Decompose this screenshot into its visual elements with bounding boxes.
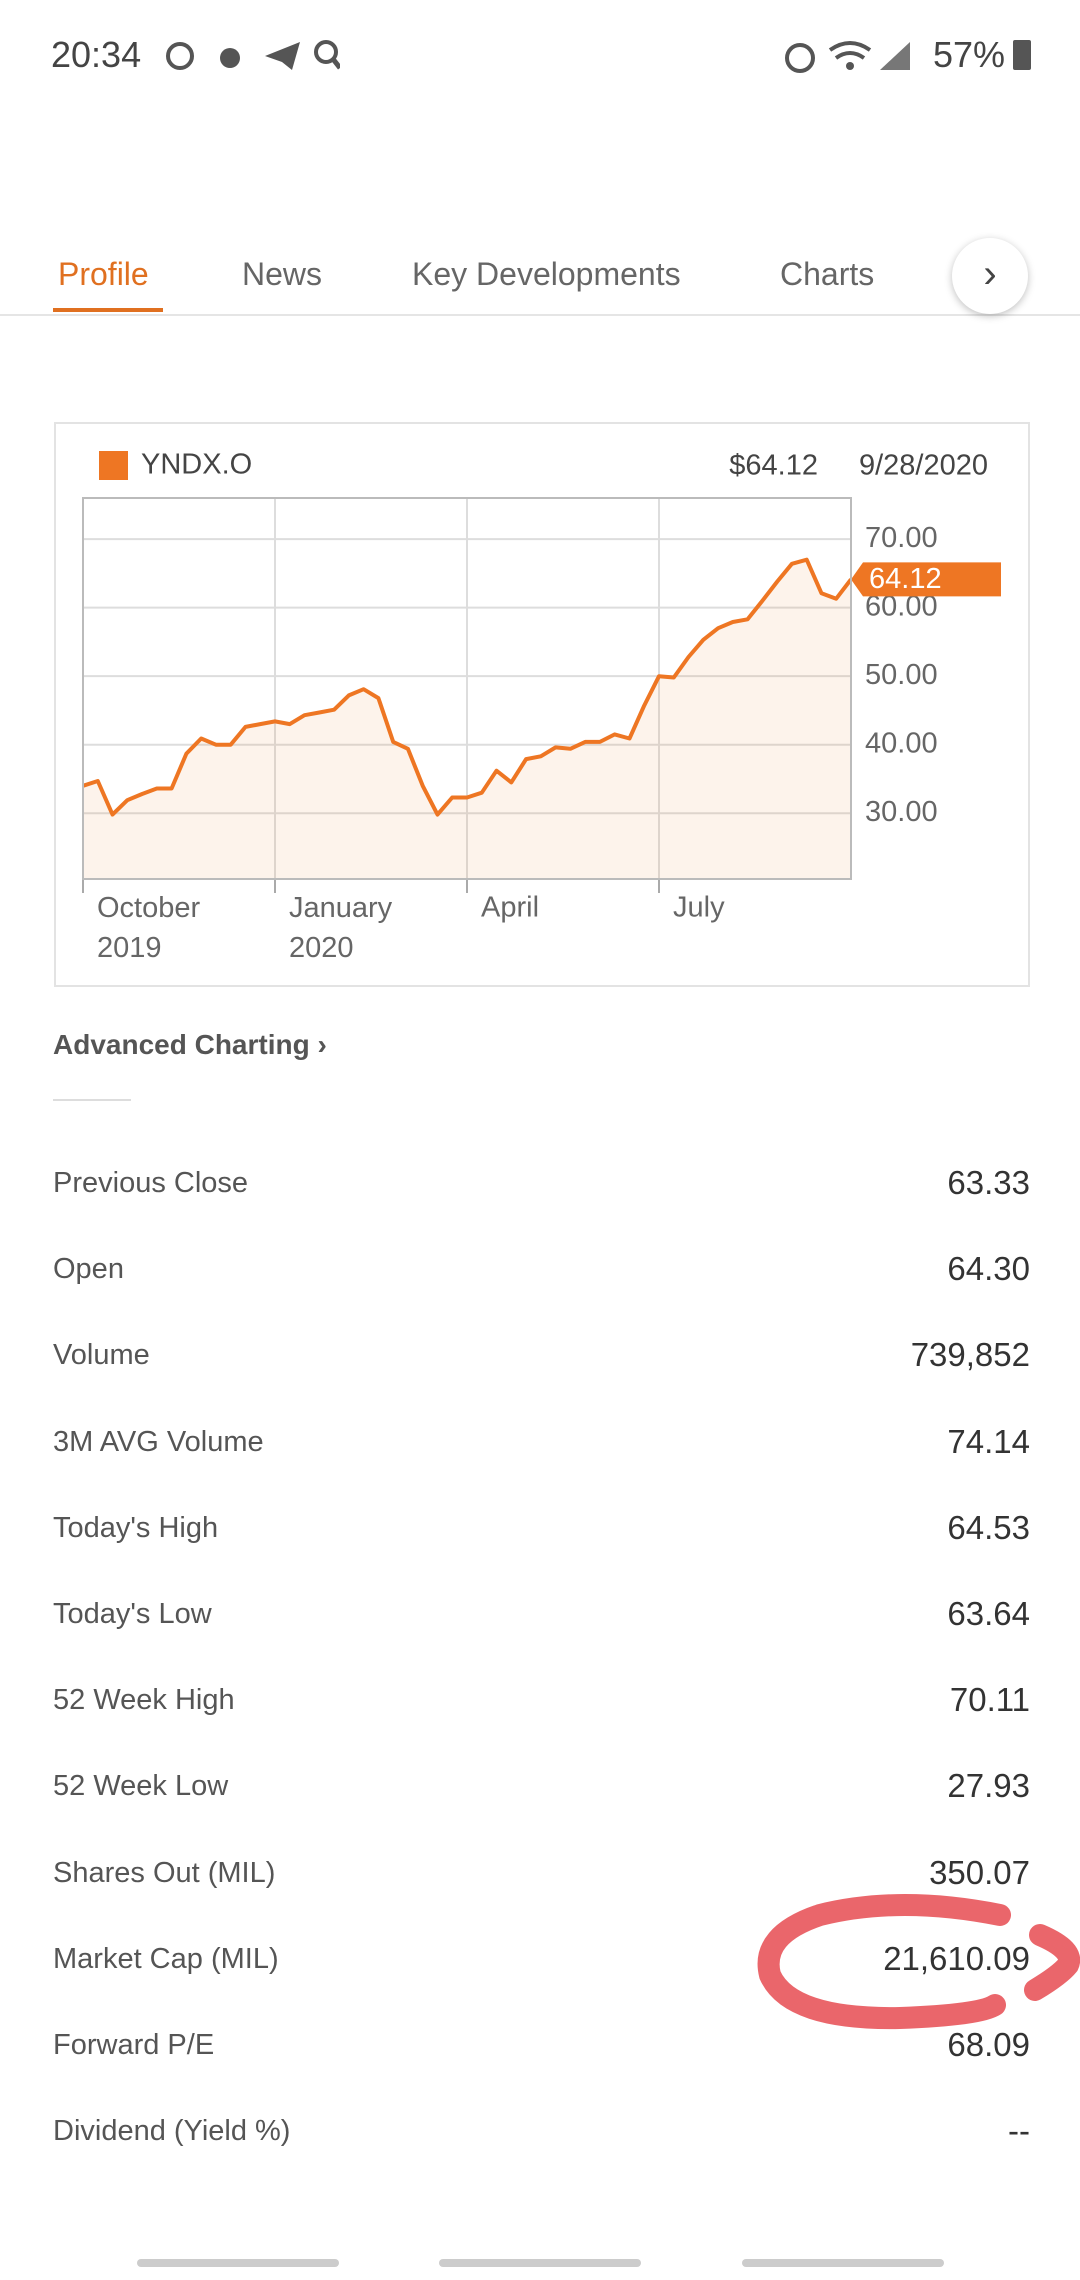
stat-label: Forward P/E (53, 2029, 215, 2061)
stat-label: Today's High (53, 1511, 219, 1544)
stat-value: 63.33 (947, 1164, 1030, 1201)
stat-value: 739,852 (910, 1336, 1030, 1374)
stat-value: 350.07 (929, 1853, 1030, 1891)
y-tick-label: 70.00 (865, 522, 938, 554)
chart-date: 9/28/2020 (859, 450, 988, 482)
link-text[interactable]: Advanced Charting (53, 1029, 310, 1060)
battery-level: 57% (933, 34, 1006, 75)
stat-value: 27.93 (947, 1767, 1030, 1805)
status-icons (166, 40, 340, 70)
nav-bar[interactable] (439, 2259, 641, 2267)
tab-indicator (53, 308, 163, 312)
chart: YNDX.O $64.12 9/28/2020 30.00 40.00 50.00 6… (54, 422, 1030, 987)
tab-divider (0, 314, 1080, 316)
tab-scroll-button[interactable]: › (952, 238, 1028, 314)
stat-label: Dividend (Yield %) (53, 2115, 291, 2148)
legend-label: YNDX.O (141, 449, 252, 481)
stat-label: 3M AVG Volume (53, 1425, 264, 1458)
stat-value: 68.09 (947, 2026, 1030, 2063)
nav-bar[interactable] (137, 2259, 339, 2267)
stat-value: 63.64 (947, 1595, 1030, 1632)
stat-value: 64.30 (947, 1250, 1030, 1288)
y-tick-label: 40.00 (865, 727, 938, 759)
x-tick-label: April (481, 892, 539, 924)
status-time: 20:34 (51, 34, 142, 75)
plot-border (82, 497, 852, 880)
status-icons-right (785, 41, 910, 73)
nav-bar[interactable] (742, 2259, 944, 2267)
stat-value: 70.11 (949, 1681, 1030, 1719)
legend-swatch (99, 451, 128, 480)
last-price-label: 64.12 (869, 563, 942, 595)
line (82, 557, 853, 817)
x-tick-label: July (673, 892, 725, 924)
stat-value: -- (1008, 2112, 1030, 2150)
chart-price: $64.12 (729, 450, 818, 482)
stat-label: Open (53, 1253, 124, 1286)
tab-active[interactable]: Profile (58, 256, 149, 292)
divider (53, 1099, 131, 1101)
stat-label: Today's Low (53, 1598, 212, 1630)
advanced-charting-link[interactable]: Advanced Charting › (53, 1029, 327, 1060)
stat-value: 21,610.09 (883, 1939, 1030, 1977)
stat-value: 74.14 (947, 1422, 1030, 1460)
tab[interactable]: News (242, 256, 323, 292)
last-price-badge (851, 562, 1001, 597)
tab[interactable]: Charts (780, 256, 875, 292)
stat-value: 64.53 (947, 1508, 1030, 1546)
y-tick-label: 30.00 (865, 796, 938, 828)
tab[interactable]: Key Developments (412, 256, 681, 292)
stat-label: Market Cap (MIL) (53, 1942, 279, 1975)
x-tick-label: October 2019 (97, 892, 208, 964)
stat-label: Volume (53, 1339, 150, 1372)
stat-label: 52 Week Low (53, 1770, 229, 1803)
battery-icon (1013, 40, 1031, 70)
stat-label: Previous Close (53, 1167, 249, 1199)
x-tick-label: January 2020 (289, 892, 400, 964)
area (83, 559, 851, 879)
stat-label: 52 Week High (53, 1684, 235, 1717)
stat-label: Shares Out (MIL) (53, 1856, 276, 1889)
y-tick-label: 50.00 (865, 659, 938, 691)
